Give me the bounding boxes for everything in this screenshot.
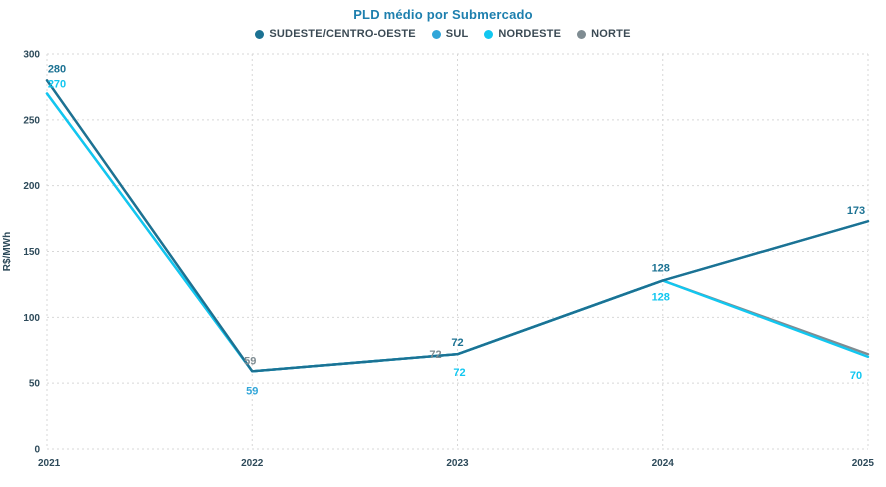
x-tick-label: 2024 [652, 458, 675, 469]
y-tick-label: 100 [23, 313, 40, 324]
chart-legend: SUDESTE/CENTRO-OESTE SUL NORDESTE NORTE [0, 28, 886, 40]
y-tick-label: 200 [23, 181, 40, 192]
legend-dot-icon [484, 29, 494, 39]
point-label: 128 [652, 291, 670, 303]
y-axis-title: R$/MWh [2, 232, 13, 271]
y-tick-label: 250 [23, 115, 40, 126]
legend-label: NORDESTE [498, 28, 562, 40]
legend-dot-icon [255, 29, 265, 39]
point-label: 59 [244, 355, 256, 367]
series-line-sudeste-centro-oeste [45, 79, 870, 373]
legend-label: SUL [445, 28, 469, 40]
point-label: 128 [652, 262, 670, 274]
line-chart: 0 50 100 150 200 250 300 2021 2022 2023 2024 2025 R$… [2, 50, 875, 470]
chart-title: PLD médio por Submercado [353, 7, 533, 22]
legend-label: SUDESTE/CENTRO-OESTE [269, 28, 416, 40]
point-label: 72 [453, 367, 465, 379]
legend-item-sul[interactable]: SUL [431, 28, 469, 40]
y-tick-label: 300 [23, 50, 40, 61]
x-tick-label: 2025 [852, 458, 875, 469]
point-label: 173 [847, 205, 865, 217]
x-tick-label: 2022 [241, 458, 264, 469]
point-label: 70 [850, 370, 862, 382]
legend-label: NORTE [591, 28, 631, 40]
x-tick-label: 2023 [446, 458, 469, 469]
point-label: 59 [246, 385, 258, 397]
y-tick-label: 0 [34, 445, 40, 456]
legend-item-sudeste-centro-oeste[interactable]: SUDESTE/CENTRO-OESTE [255, 28, 416, 40]
y-tick-label: 150 [23, 247, 40, 258]
legend-dot-icon [577, 29, 587, 39]
point-label: 72 [451, 337, 463, 349]
point-label: 72 [429, 349, 441, 361]
x-tick-label: 2021 [38, 458, 61, 469]
point-label: 280 [48, 63, 66, 75]
y-tick-label: 50 [29, 379, 41, 390]
legend-item-nordeste[interactable]: NORDESTE [484, 28, 561, 40]
legend-item-norte[interactable]: NORTE [577, 28, 631, 40]
point-label: 270 [48, 79, 66, 91]
legend-dot-icon [431, 29, 441, 39]
